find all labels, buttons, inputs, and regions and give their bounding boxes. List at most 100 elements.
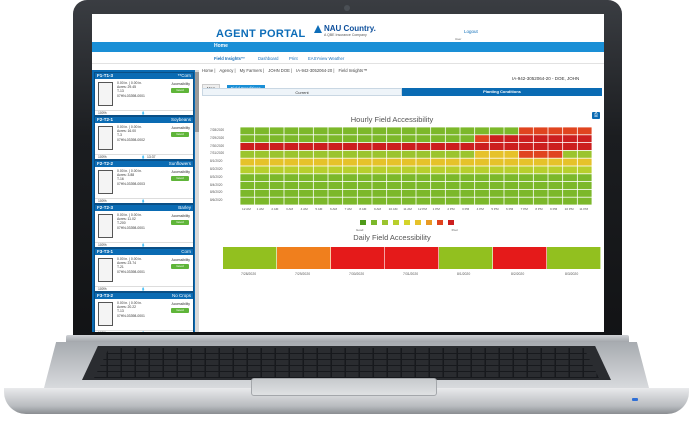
field-insights-link[interactable]: Field Insights™ (214, 56, 246, 61)
legend-swatch (393, 220, 399, 225)
logout-link[interactable]: Logout (464, 29, 478, 34)
heatmap-cell (387, 197, 401, 205)
field-card-footer: 100% 💧 13:37 (95, 154, 193, 159)
field-id: F2-T2-2 (97, 161, 114, 166)
accessibility-badge: Good (171, 88, 189, 93)
scrollbar-thumb[interactable] (195, 72, 199, 132)
heatmap-cell (387, 189, 401, 197)
field-card[interactable]: F2-T2-1 Soybeans 0.00 in. | 0.00 in. Acres:… (94, 116, 194, 160)
easyview-link[interactable]: EASYview Weather (308, 56, 345, 61)
accessibility-badge: Good (171, 132, 189, 137)
heatmap-cell (533, 135, 548, 143)
field-list-scrollbar[interactable] (195, 70, 199, 332)
accessibility-badge: Good (171, 308, 189, 313)
field-card[interactable]: F1-T1-3 **Corn 0.00 in. | 0.00 in. Acres: 2… (94, 72, 194, 116)
field-outline-icon (98, 302, 113, 326)
heatmap-cell (577, 166, 592, 174)
breadcrumb-item[interactable]: IA-942-3052064-20 | (296, 68, 335, 73)
heatmap-cell (240, 174, 255, 182)
soil-moisture-value: 100% (98, 111, 107, 115)
heatmap-cell (299, 197, 313, 205)
field-card-footer: 100% 💧 (95, 242, 193, 247)
heatmap-x-tick: 1 AM (256, 207, 264, 211)
field-detail-line: Acres: 16.00 (117, 129, 137, 134)
policy-identifier: IA-942-3052064-20 - DOE, JOHN (512, 76, 580, 81)
heatmap-x-tick: 6 AM (330, 207, 338, 211)
legend-swatch (371, 220, 377, 225)
daily-chart-title: Daily Field Accessibility (353, 233, 431, 242)
heatmap-cell (328, 182, 343, 189)
print-link[interactable]: Print (289, 56, 298, 61)
dashboard-link[interactable]: Dashboard (258, 56, 279, 61)
heatmap-cell (372, 127, 387, 135)
heatmap-cell (343, 158, 357, 166)
heatmap-y-tick: 8/4/2020 (210, 182, 223, 187)
heatmap-cell (489, 182, 504, 189)
heatmap-x-tick: 10 PM (564, 207, 574, 211)
brand-logo-icon (314, 25, 322, 33)
heatmap-cell (299, 182, 313, 189)
heatmap-cell (416, 166, 431, 174)
heatmap-cell (445, 174, 460, 182)
heatmap-cell (313, 135, 328, 143)
field-detail-line: 07HN-03398-0001 (117, 269, 145, 274)
heatmap-cell (475, 158, 489, 166)
brand-name: NAU Country. (324, 24, 376, 33)
soil-moisture-value: 100% (98, 287, 107, 291)
daily-segment (493, 247, 547, 269)
field-card[interactable]: F2-T2-3 Barley 0.00 in. | 0.00 in. Acres: 1… (94, 204, 194, 248)
heatmap-x-tick: 11 AM (403, 207, 412, 211)
daily-segment (277, 247, 331, 269)
heatmap-cell (372, 197, 387, 205)
subtab-current[interactable]: Current (202, 88, 402, 96)
printer-icon[interactable]: ⎙ (592, 112, 600, 119)
heatmap-cell (387, 127, 401, 135)
breadcrumb-item[interactable]: My Farmers | (239, 68, 265, 73)
subtab-planting-conditions[interactable]: Planting Conditions (402, 88, 602, 96)
legend-swatch (360, 220, 366, 225)
field-details: 0.00 in. | 0.00 in. Acres: 3.88 T-16 07HN-0… (117, 169, 145, 186)
keyboard-keys (94, 348, 599, 378)
heatmap-cell (255, 143, 269, 150)
breadcrumb-item[interactable]: JOHN DOE | (268, 68, 293, 73)
field-card-header: F2-T2-3 Barley (95, 205, 193, 211)
field-card-body: 0.00 in. | 0.00 in. Acres: 16.00 T-3 07HN-0… (95, 123, 193, 154)
nav-home[interactable]: Home (214, 43, 228, 49)
heatmap-cell (475, 174, 489, 182)
heatmap-cell (416, 174, 431, 182)
heatmap-cell (313, 150, 328, 158)
heatmap-cell (328, 189, 343, 197)
heatmap-cell (563, 166, 577, 174)
heatmap-cell (563, 150, 577, 158)
heatmap-cell (431, 174, 445, 182)
heatmap-cell (519, 143, 533, 150)
condition-subtabs: Current Planting Conditions (202, 88, 602, 96)
heatmap-cell (577, 197, 592, 205)
heatmap-cell (387, 158, 401, 166)
heatmap-cell (240, 127, 255, 135)
breadcrumb-item[interactable]: Home | (202, 68, 216, 73)
heatmap-cell (431, 182, 445, 189)
water-drop-icon: 💧 (141, 111, 146, 115)
field-card[interactable]: F2-T2-2 Sunflowers 0.00 in. | 0.00 in. Acre… (94, 160, 194, 204)
accessibility-label: Accessibility (171, 214, 190, 218)
breadcrumb-item[interactable]: Agency | (219, 68, 236, 73)
crop-name: **Corn (177, 73, 191, 78)
heatmap-cell (431, 166, 445, 174)
heatmap-y-tick: 7/31/2020 (210, 151, 225, 156)
heatmap-cell (401, 174, 416, 182)
heatmap-cell (299, 127, 313, 135)
heatmap-cell (401, 166, 416, 174)
heatmap-cell (577, 127, 592, 135)
heatmap-cell (387, 174, 401, 182)
heatmap-cell (548, 135, 563, 143)
field-card-header: F2-T2-1 Soybeans (95, 117, 193, 123)
heatmap-x-tick: 1 PM (432, 207, 440, 211)
field-card[interactable]: F3-T3-1 Corn 0.00 in. | 0.00 in. Acres: 23.… (94, 248, 194, 292)
heatmap-cell (401, 135, 416, 143)
field-id: F3-T3-2 (97, 293, 114, 298)
heatmap-cell (357, 189, 372, 197)
field-id: F2-T2-3 (97, 205, 114, 210)
heatmap-x-tick: 3 AM (286, 207, 294, 211)
field-card[interactable]: F3-T3-2 No Crops 0.00 in. | 0.00 in. Acres:… (94, 292, 194, 332)
